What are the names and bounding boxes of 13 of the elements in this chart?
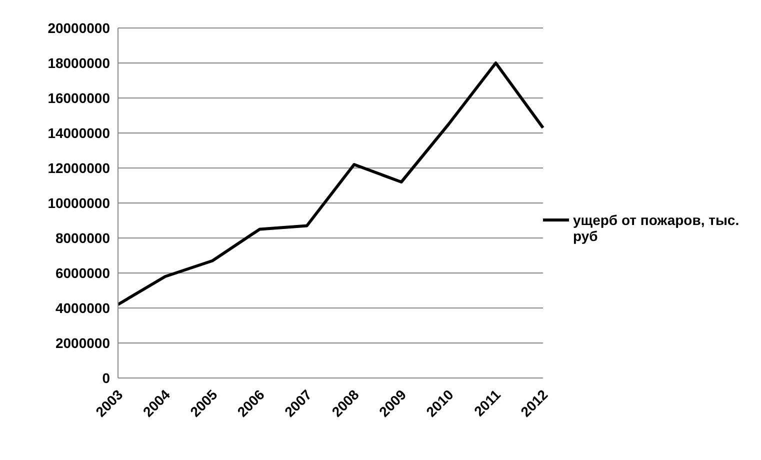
y-tick-label: 8000000 xyxy=(55,230,110,246)
y-tick-label: 4000000 xyxy=(55,300,110,316)
y-tick-label: 2000000 xyxy=(55,334,110,351)
y-tick-label: 18000000 xyxy=(48,54,110,71)
y-tick-label: 12000000 xyxy=(48,160,110,176)
y-tick-label: 0 xyxy=(102,370,110,386)
y-tick-label: 14000000 xyxy=(48,124,110,141)
y-tick-label: 10000000 xyxy=(48,194,110,211)
y-tick-label: 6000000 xyxy=(55,264,110,281)
y-tick-label: 20000000 xyxy=(48,20,110,36)
y-tick-label: 16000000 xyxy=(48,90,110,106)
legend-label: ущерб от пожаров, тыс. руб xyxy=(573,212,740,244)
line-series xyxy=(116,62,544,306)
